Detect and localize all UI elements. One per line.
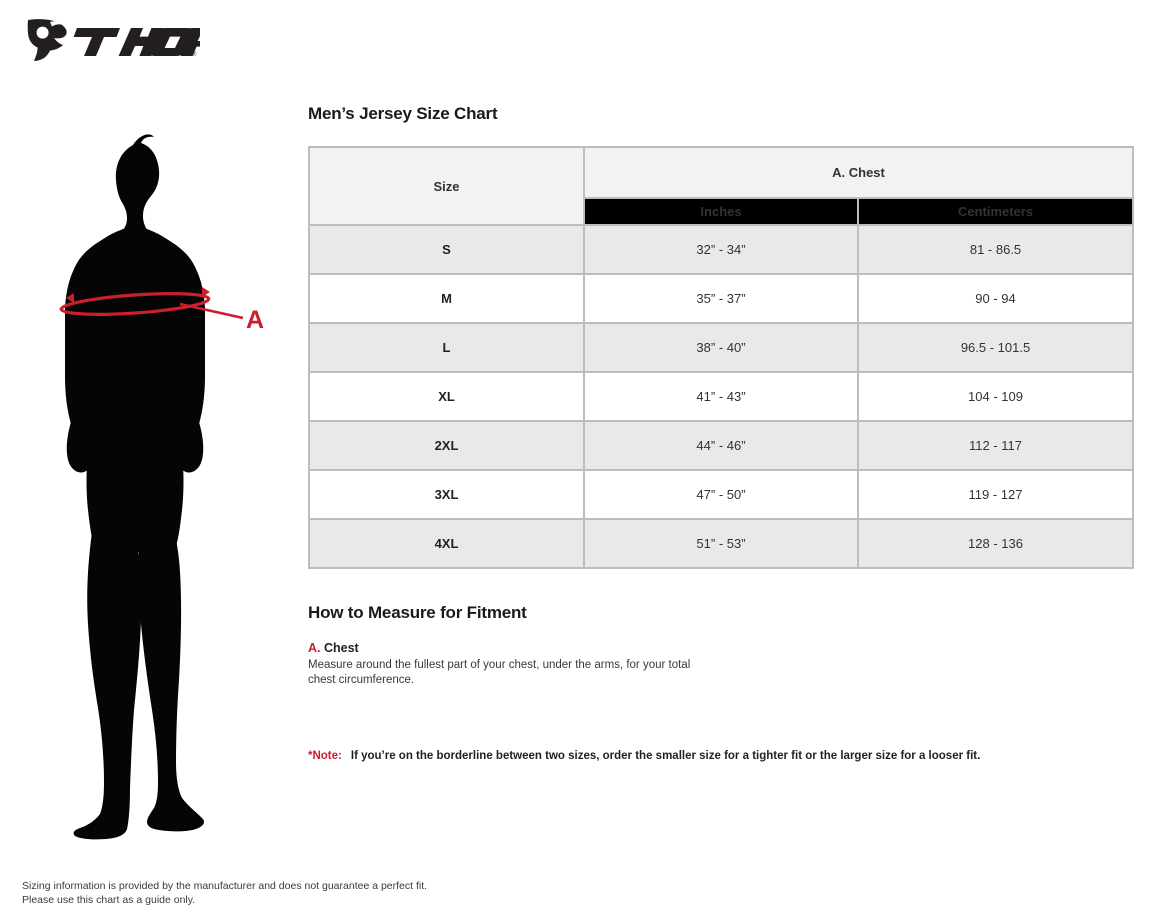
content-column: Men’s Jersey Size Chart Size A. Chest In… bbox=[308, 104, 1135, 774]
table-row: 3XL 47” - 50” 119 - 127 bbox=[308, 469, 1135, 520]
table-header-row-group: Size A. Chest bbox=[308, 145, 1135, 226]
table-head: Size A. Chest Inches Centimeters bbox=[308, 145, 1135, 226]
chest-measure-ellipse bbox=[59, 292, 211, 316]
cell-centimeters: 119 - 127 bbox=[856, 469, 1135, 520]
cell-inches: 47” - 50” bbox=[583, 469, 859, 520]
note-text: If you’re on the borderline between two … bbox=[350, 750, 981, 762]
footer-line-2: Please use this chart as a guide only. bbox=[22, 894, 196, 906]
cell-inches: 35” - 37” bbox=[583, 273, 859, 324]
cell-centimeters: 81 - 86.5 bbox=[856, 224, 1135, 275]
registered-trademark: ® bbox=[192, 51, 197, 58]
cell-inches: 32” - 34” bbox=[583, 224, 859, 275]
column-header-size: Size bbox=[308, 146, 585, 226]
how-to-measure-title: How to Measure for Fitment bbox=[308, 603, 527, 622]
cell-size: L bbox=[308, 322, 585, 373]
measure-item-name: Chest bbox=[323, 641, 359, 655]
footer-disclaimer: Sizing information is provided by the ma… bbox=[22, 879, 427, 907]
measure-item-heading: A. Chest bbox=[308, 641, 1132, 655]
table-row: 4XL 51” - 53” 128 - 136 bbox=[308, 518, 1135, 569]
thor-logo-svg: ® bbox=[27, 19, 221, 61]
measure-arrow-left bbox=[66, 293, 74, 303]
cell-inches: 41” - 43” bbox=[583, 371, 859, 422]
cell-centimeters: 112 - 117 bbox=[856, 420, 1135, 471]
column-header-centimeters: Centimeters bbox=[856, 197, 1135, 226]
cell-centimeters: 128 - 136 bbox=[856, 518, 1135, 569]
cell-inches: 38” - 40” bbox=[583, 322, 859, 373]
cell-centimeters: 104 - 109 bbox=[856, 371, 1135, 422]
body-silhouette-figure: A bbox=[30, 132, 280, 847]
footer-line-1: Sizing information is provided by the ma… bbox=[22, 880, 428, 892]
cell-centimeters: 96.5 - 101.5 bbox=[856, 322, 1135, 373]
note-label: *Note: bbox=[308, 750, 342, 762]
column-header-inches: Inches bbox=[583, 197, 859, 226]
cell-size: 3XL bbox=[308, 469, 585, 520]
page-title: Men’s Jersey Size Chart bbox=[308, 104, 498, 123]
cell-inches: 44” - 46” bbox=[583, 420, 859, 471]
table-row: S 32” - 34” 81 - 86.5 bbox=[308, 224, 1135, 275]
table-row: M 35” - 37” 90 - 94 bbox=[308, 273, 1135, 324]
table-header-row-units: Inches Centimeters bbox=[309, 197, 1135, 226]
measure-item-letter: A. bbox=[308, 641, 321, 655]
cell-centimeters: 90 - 94 bbox=[856, 273, 1135, 324]
table-row: L 38” - 40” 96.5 - 101.5 bbox=[308, 322, 1135, 373]
cell-size: M bbox=[308, 273, 585, 324]
measure-item-description: Measure around the fullest part of your … bbox=[308, 659, 691, 686]
table-row: 2XL 44” - 46” 112 - 117 bbox=[308, 420, 1135, 471]
measure-letter-a: A bbox=[246, 306, 264, 334]
measure-arrow-right bbox=[202, 287, 210, 297]
chest-measurement-annotation: A bbox=[59, 287, 264, 334]
table-row: XL 41” - 43” 104 - 109 bbox=[308, 371, 1135, 422]
cell-size: 2XL bbox=[308, 420, 585, 471]
cell-size: XL bbox=[308, 371, 585, 422]
size-chart-table: Size A. Chest Inches Centimeters S 32” -… bbox=[308, 145, 1135, 569]
cell-size: 4XL bbox=[308, 518, 585, 569]
silhouette-shape bbox=[65, 134, 205, 840]
column-header-group-chest: A. Chest bbox=[582, 145, 1135, 200]
cell-inches: 51” - 53” bbox=[583, 518, 859, 569]
note-line: *Note: If you’re on the borderline betwee… bbox=[308, 750, 1132, 762]
table-body: S 32” - 34” 81 - 86.5 M 35” - 37” 90 - 9… bbox=[308, 224, 1135, 569]
body-silhouette-svg: A bbox=[59, 134, 264, 840]
measure-item-chest: A. Chest Measure around the fullest part… bbox=[308, 641, 1132, 688]
measure-leader-line bbox=[179, 302, 244, 320]
thor-logo: ® bbox=[20, 16, 221, 62]
cell-size: S bbox=[308, 224, 585, 275]
